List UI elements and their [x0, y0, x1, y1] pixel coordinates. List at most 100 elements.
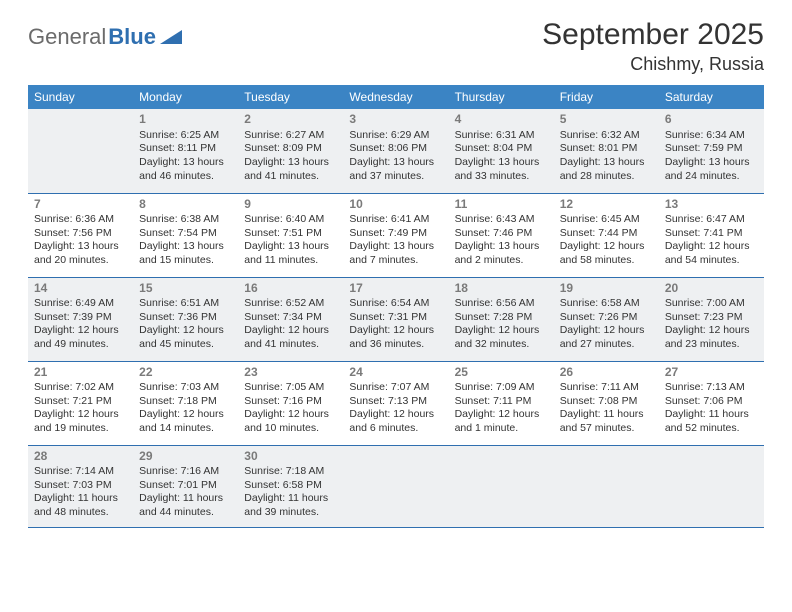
logo-text-1: General: [28, 24, 106, 50]
calendar-table: Sunday Monday Tuesday Wednesday Thursday…: [28, 85, 764, 528]
calendar-day-cell: 22Sunrise: 7:03 AMSunset: 7:18 PMDayligh…: [133, 361, 238, 445]
daylight-text: Daylight: 11 hours and 57 minutes.: [560, 408, 653, 435]
location-label: Chishmy, Russia: [542, 54, 764, 75]
sunrise-text: Sunrise: 6:31 AM: [455, 129, 548, 143]
sunrise-text: Sunrise: 6:49 AM: [34, 297, 127, 311]
calendar-week-row: 21Sunrise: 7:02 AMSunset: 7:21 PM Dayligh…: [28, 361, 764, 445]
sunset-text: Sunset: 7:26 PM: [560, 311, 653, 325]
daylight-text: Daylight: 13 hours and 33 minutes.: [455, 156, 548, 183]
day-number: 30: [244, 449, 337, 465]
day-number: 25: [455, 365, 548, 381]
calendar-day-cell: [554, 445, 659, 527]
daylight-text: Daylight: 12 hours and 14 minutes.: [139, 408, 232, 435]
day-number: 8: [139, 197, 232, 213]
calendar-day-cell: [343, 445, 448, 527]
sunset-text: Sunset: 7:49 PM: [349, 227, 442, 241]
sunrise-text: Sunrise: 7:09 AM: [455, 381, 548, 395]
weekday-header-row: Sunday Monday Tuesday Wednesday Thursday…: [28, 85, 764, 109]
calendar-day-cell: [28, 109, 133, 193]
sunset-text: Sunset: 7:21 PM: [34, 395, 127, 409]
daylight-text: Daylight: 12 hours and 6 minutes.: [349, 408, 442, 435]
sunrise-text: Sunrise: 7:03 AM: [139, 381, 232, 395]
sunrise-text: Sunrise: 7:02 AM: [34, 381, 127, 395]
sunset-text: Sunset: 8:04 PM: [455, 142, 548, 156]
day-number: 22: [139, 365, 232, 381]
calendar-day-cell: 17Sunrise: 6:54 AMSunset: 7:31 PMDayligh…: [343, 277, 448, 361]
sunset-text: Sunset: 7:06 PM: [665, 395, 758, 409]
daylight-text: Daylight: 12 hours and 27 minutes.: [560, 324, 653, 351]
sunset-text: Sunset: 7:16 PM: [244, 395, 337, 409]
sunrise-text: Sunrise: 6:54 AM: [349, 297, 442, 311]
calendar-day-cell: 23Sunrise: 7:05 AMSunset: 7:16 PMDayligh…: [238, 361, 343, 445]
day-number: 1: [139, 112, 232, 128]
calendar-day-cell: 10Sunrise: 6:41 AMSunset: 7:49 PMDayligh…: [343, 193, 448, 277]
day-number: 21: [34, 365, 127, 381]
day-number: 29: [139, 449, 232, 465]
calendar-day-cell: [659, 445, 764, 527]
day-number: 26: [560, 365, 653, 381]
daylight-text: Daylight: 12 hours and 58 minutes.: [560, 240, 653, 267]
sunset-text: Sunset: 7:01 PM: [139, 479, 232, 493]
daylight-text: Daylight: 12 hours and 41 minutes.: [244, 324, 337, 351]
sunset-text: Sunset: 7:13 PM: [349, 395, 442, 409]
day-number: 4: [455, 112, 548, 128]
daylight-text: Daylight: 12 hours and 36 minutes.: [349, 324, 442, 351]
day-number: 9: [244, 197, 337, 213]
day-number: 12: [560, 197, 653, 213]
sunrise-text: Sunrise: 6:25 AM: [139, 129, 232, 143]
day-number: 20: [665, 281, 758, 297]
day-number: 15: [139, 281, 232, 297]
sunrise-text: Sunrise: 7:11 AM: [560, 381, 653, 395]
logo-triangle-icon: [160, 24, 182, 50]
sunset-text: Sunset: 7:39 PM: [34, 311, 127, 325]
day-number: 19: [560, 281, 653, 297]
calendar-day-cell: 21Sunrise: 7:02 AMSunset: 7:21 PMDayligh…: [28, 361, 133, 445]
sunset-text: Sunset: 7:54 PM: [139, 227, 232, 241]
sunset-text: Sunset: 7:18 PM: [139, 395, 232, 409]
sunset-text: Sunset: 7:03 PM: [34, 479, 127, 493]
calendar-day-cell: 15Sunrise: 6:51 AMSunset: 7:36 PMDayligh…: [133, 277, 238, 361]
calendar-day-cell: 26Sunrise: 7:11 AMSunset: 7:08 PMDayligh…: [554, 361, 659, 445]
daylight-text: Daylight: 11 hours and 39 minutes.: [244, 492, 337, 519]
sunrise-text: Sunrise: 6:47 AM: [665, 213, 758, 227]
daylight-text: Daylight: 13 hours and 2 minutes.: [455, 240, 548, 267]
calendar-day-cell: 14Sunrise: 6:49 AMSunset: 7:39 PMDayligh…: [28, 277, 133, 361]
day-number: 11: [455, 197, 548, 213]
calendar-day-cell: 5Sunrise: 6:32 AMSunset: 8:01 PMDaylight…: [554, 109, 659, 193]
sunrise-text: Sunrise: 6:43 AM: [455, 213, 548, 227]
daylight-text: Daylight: 13 hours and 20 minutes.: [34, 240, 127, 267]
sunset-text: Sunset: 8:09 PM: [244, 142, 337, 156]
day-number: 16: [244, 281, 337, 297]
sunset-text: Sunset: 7:11 PM: [455, 395, 548, 409]
logo: General Blue: [28, 18, 182, 50]
sunrise-text: Sunrise: 6:52 AM: [244, 297, 337, 311]
calendar-day-cell: 11Sunrise: 6:43 AMSunset: 7:46 PMDayligh…: [449, 193, 554, 277]
sunrise-text: Sunrise: 6:58 AM: [560, 297, 653, 311]
day-number: 7: [34, 197, 127, 213]
calendar-day-cell: 2Sunrise: 6:27 AMSunset: 8:09 PMDaylight…: [238, 109, 343, 193]
calendar-day-cell: 29Sunrise: 7:16 AMSunset: 7:01 PMDayligh…: [133, 445, 238, 527]
calendar-day-cell: 1Sunrise: 6:25 AMSunset: 8:11 PMDaylight…: [133, 109, 238, 193]
calendar-day-cell: 3Sunrise: 6:29 AMSunset: 8:06 PMDaylight…: [343, 109, 448, 193]
sunset-text: Sunset: 7:08 PM: [560, 395, 653, 409]
calendar-day-cell: 12Sunrise: 6:45 AMSunset: 7:44 PMDayligh…: [554, 193, 659, 277]
calendar-day-cell: 8Sunrise: 6:38 AMSunset: 7:54 PMDaylight…: [133, 193, 238, 277]
day-number: 23: [244, 365, 337, 381]
daylight-text: Daylight: 12 hours and 23 minutes.: [665, 324, 758, 351]
sunrise-text: Sunrise: 6:32 AM: [560, 129, 653, 143]
sunrise-text: Sunrise: 7:14 AM: [34, 465, 127, 479]
sunset-text: Sunset: 7:46 PM: [455, 227, 548, 241]
sunset-text: Sunset: 8:01 PM: [560, 142, 653, 156]
day-number: 13: [665, 197, 758, 213]
weekday-header: Wednesday: [343, 85, 448, 109]
calendar-day-cell: 20Sunrise: 7:00 AMSunset: 7:23 PMDayligh…: [659, 277, 764, 361]
sunrise-text: Sunrise: 6:56 AM: [455, 297, 548, 311]
logo-text-2: Blue: [108, 24, 156, 50]
daylight-text: Daylight: 11 hours and 48 minutes.: [34, 492, 127, 519]
calendar-day-cell: [449, 445, 554, 527]
sunset-text: Sunset: 7:41 PM: [665, 227, 758, 241]
calendar-day-cell: 25Sunrise: 7:09 AMSunset: 7:11 PMDayligh…: [449, 361, 554, 445]
calendar-day-cell: 7Sunrise: 6:36 AMSunset: 7:56 PMDaylight…: [28, 193, 133, 277]
day-number: 27: [665, 365, 758, 381]
daylight-text: Daylight: 11 hours and 44 minutes.: [139, 492, 232, 519]
